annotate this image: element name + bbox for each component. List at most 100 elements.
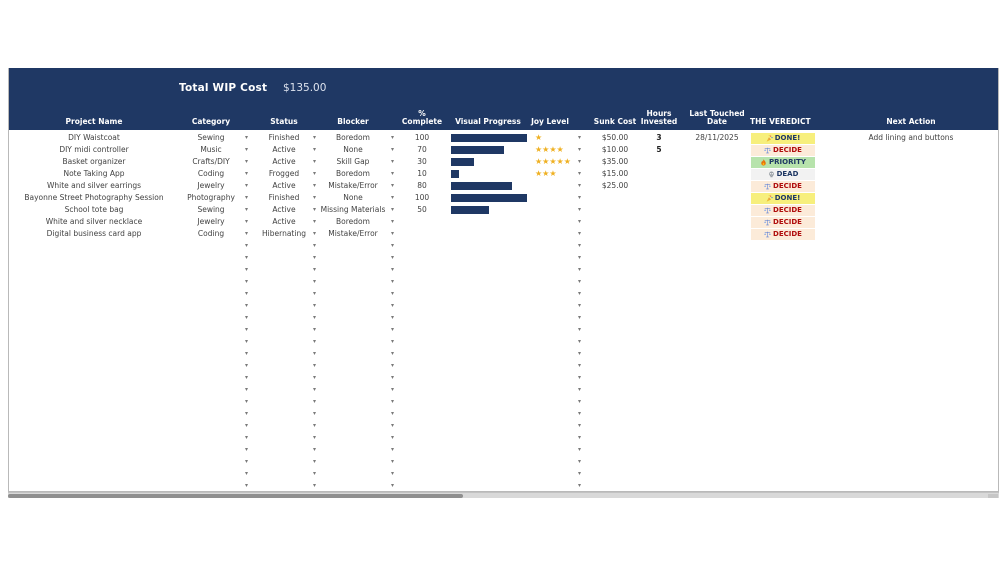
dropdown-arrow-icon[interactable]: ▾ xyxy=(578,374,582,381)
dropdown-arrow-icon[interactable]: ▾ xyxy=(578,410,582,417)
dropdown-arrow-icon[interactable]: ▾ xyxy=(578,482,582,489)
cell-project-name[interactable]: Digital business card app xyxy=(46,229,142,238)
verdict-badge[interactable]: DECIDE xyxy=(751,228,815,240)
dropdown-arrow-icon[interactable]: ▾ xyxy=(313,254,317,261)
dropdown-arrow-icon[interactable]: ▾ xyxy=(245,422,249,429)
dropdown-arrow-icon[interactable]: ▾ xyxy=(578,362,582,369)
cell-pct-complete[interactable]: 10 xyxy=(417,169,427,178)
cell-pct-complete[interactable]: 100 xyxy=(414,193,430,202)
cell-category[interactable]: Sewing xyxy=(197,205,225,214)
dropdown-arrow-icon[interactable]: ▾ xyxy=(578,242,582,249)
cell-status[interactable]: Active xyxy=(272,181,296,190)
dropdown-arrow-icon[interactable]: ▾ xyxy=(313,410,317,417)
scrollbar-thumb[interactable] xyxy=(8,494,463,498)
dropdown-arrow-icon[interactable]: ▾ xyxy=(578,278,582,285)
dropdown-arrow-icon[interactable]: ▾ xyxy=(391,194,395,201)
dropdown-arrow-icon[interactable]: ▾ xyxy=(245,398,249,405)
dropdown-arrow-icon[interactable]: ▾ xyxy=(391,434,395,441)
dropdown-arrow-icon[interactable]: ▾ xyxy=(245,158,249,165)
star-rating[interactable]: ★ xyxy=(535,133,543,142)
cell-last-touched-date[interactable] xyxy=(681,204,753,216)
cell-pct-complete[interactable] xyxy=(395,228,449,240)
verdict-badge[interactable]: PRIORITY xyxy=(751,156,815,168)
cell-project-name[interactable]: Bayonne Street Photography Session xyxy=(24,193,164,202)
dropdown-arrow-icon[interactable]: ▾ xyxy=(391,266,395,273)
cell-status[interactable]: Hibernating xyxy=(262,229,306,238)
cell-project-name[interactable]: DIY midi controller xyxy=(59,145,129,154)
dropdown-arrow-icon[interactable]: ▾ xyxy=(313,278,317,285)
dropdown-arrow-icon[interactable]: ▾ xyxy=(245,266,249,273)
dropdown-arrow-icon[interactable]: ▾ xyxy=(313,458,317,465)
cell-next-action[interactable] xyxy=(823,204,999,216)
dropdown-arrow-icon[interactable]: ▾ xyxy=(391,158,395,165)
dropdown-arrow-icon[interactable]: ▾ xyxy=(578,134,582,141)
verdict-badge[interactable]: DECIDE xyxy=(751,180,815,192)
cell-project-name[interactable]: White and silver necklace xyxy=(45,217,143,226)
cell-last-touched-date[interactable] xyxy=(681,156,753,168)
cell-last-touched-date[interactable]: 28/11/2025 xyxy=(695,133,739,142)
dropdown-arrow-icon[interactable]: ▾ xyxy=(245,350,249,357)
cell-blocker[interactable]: None xyxy=(343,145,363,154)
cell-hours-invested[interactable] xyxy=(635,156,683,168)
dropdown-arrow-icon[interactable]: ▾ xyxy=(313,158,317,165)
cell-last-touched-date[interactable] xyxy=(681,144,753,156)
dropdown-arrow-icon[interactable]: ▾ xyxy=(245,134,249,141)
cell-hours-invested[interactable] xyxy=(635,228,683,240)
cell-blocker[interactable]: Missing Materials xyxy=(320,205,386,214)
dropdown-arrow-icon[interactable]: ▾ xyxy=(391,362,395,369)
cell-next-action[interactable] xyxy=(823,192,999,204)
dropdown-arrow-icon[interactable]: ▾ xyxy=(391,482,395,489)
dropdown-arrow-icon[interactable]: ▾ xyxy=(313,398,317,405)
cell-blocker[interactable]: Boredom xyxy=(336,217,370,226)
dropdown-arrow-icon[interactable]: ▾ xyxy=(578,170,582,177)
cell-status[interactable]: Finished xyxy=(268,133,300,142)
dropdown-arrow-icon[interactable]: ▾ xyxy=(313,470,317,477)
cell-sunk-cost[interactable]: $15.00 xyxy=(601,169,629,178)
dropdown-arrow-icon[interactable]: ▾ xyxy=(245,254,249,261)
cell-blocker[interactable]: Skill Gap xyxy=(336,157,370,166)
dropdown-arrow-icon[interactable]: ▾ xyxy=(391,302,395,309)
dropdown-arrow-icon[interactable]: ▾ xyxy=(578,350,582,357)
cell-hours-invested[interactable] xyxy=(635,204,683,216)
cell-blocker[interactable]: Mistake/Error xyxy=(328,229,378,238)
dropdown-arrow-icon[interactable]: ▾ xyxy=(578,314,582,321)
dropdown-arrow-icon[interactable]: ▾ xyxy=(391,350,395,357)
dropdown-arrow-icon[interactable]: ▾ xyxy=(391,170,395,177)
dropdown-arrow-icon[interactable]: ▾ xyxy=(391,374,395,381)
cell-sunk-cost[interactable]: $35.00 xyxy=(601,157,629,166)
cell-status[interactable]: Frogged xyxy=(268,169,300,178)
dropdown-arrow-icon[interactable]: ▾ xyxy=(578,338,582,345)
verdict-badge[interactable]: DONE! xyxy=(751,192,815,204)
cell-status[interactable]: Active xyxy=(272,145,296,154)
dropdown-arrow-icon[interactable]: ▾ xyxy=(313,434,317,441)
cell-next-action[interactable] xyxy=(823,228,999,240)
cell-hours-invested[interactable] xyxy=(635,168,683,180)
dropdown-arrow-icon[interactable]: ▾ xyxy=(245,434,249,441)
dropdown-arrow-icon[interactable]: ▾ xyxy=(245,326,249,333)
dropdown-arrow-icon[interactable]: ▾ xyxy=(578,386,582,393)
verdict-badge[interactable]: DECIDE xyxy=(751,216,815,228)
cell-next-action[interactable] xyxy=(823,144,999,156)
dropdown-arrow-icon[interactable]: ▾ xyxy=(391,134,395,141)
cell-category[interactable]: Coding xyxy=(197,229,225,238)
dropdown-arrow-icon[interactable]: ▾ xyxy=(391,278,395,285)
dropdown-arrow-icon[interactable]: ▾ xyxy=(313,302,317,309)
dropdown-arrow-icon[interactable]: ▾ xyxy=(578,230,582,237)
dropdown-arrow-icon[interactable]: ▾ xyxy=(391,326,395,333)
cell-sunk-cost[interactable]: $10.00 xyxy=(601,145,629,154)
dropdown-arrow-icon[interactable]: ▾ xyxy=(245,338,249,345)
star-rating[interactable]: ★★★★ xyxy=(535,145,564,154)
cell-last-touched-date[interactable] xyxy=(681,192,753,204)
dropdown-arrow-icon[interactable]: ▾ xyxy=(391,338,395,345)
dropdown-arrow-icon[interactable]: ▾ xyxy=(245,146,249,153)
dropdown-arrow-icon[interactable]: ▾ xyxy=(313,314,317,321)
verdict-badge[interactable]: DECIDE xyxy=(751,204,815,216)
dropdown-arrow-icon[interactable]: ▾ xyxy=(245,386,249,393)
cell-hours-invested[interactable] xyxy=(635,216,683,228)
cell-category[interactable]: Music xyxy=(200,145,222,154)
dropdown-arrow-icon[interactable]: ▾ xyxy=(578,302,582,309)
dropdown-arrow-icon[interactable]: ▾ xyxy=(578,254,582,261)
cell-pct-complete[interactable]: 50 xyxy=(417,205,427,214)
dropdown-arrow-icon[interactable]: ▾ xyxy=(313,350,317,357)
cell-pct-complete[interactable]: 80 xyxy=(417,181,427,190)
